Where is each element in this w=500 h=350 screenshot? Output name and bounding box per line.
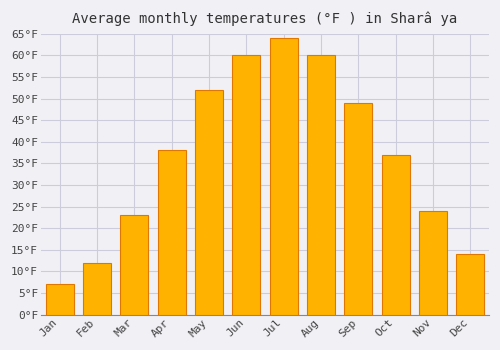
Bar: [46, 285, 74, 315]
Bar: [158, 150, 186, 315]
Bar: [232, 55, 260, 315]
Bar: [456, 254, 484, 315]
Bar: [382, 155, 409, 315]
Bar: [307, 55, 335, 315]
Bar: [83, 263, 111, 315]
Bar: [270, 38, 297, 315]
Title: Average monthly temperatures (°F ) in Sharâ ya: Average monthly temperatures (°F ) in Sh…: [72, 11, 458, 26]
Bar: [419, 211, 447, 315]
Bar: [344, 103, 372, 315]
Bar: [195, 90, 223, 315]
Bar: [120, 215, 148, 315]
